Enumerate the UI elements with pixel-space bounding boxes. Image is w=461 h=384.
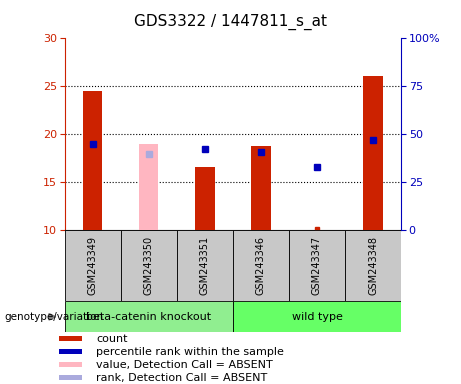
Bar (121, 230, 177, 301)
Bar (289, 230, 345, 301)
Text: wild type: wild type (291, 312, 343, 322)
Text: rank, Detection Call = ABSENT: rank, Detection Call = ABSENT (96, 372, 267, 382)
Text: percentile rank within the sample: percentile rank within the sample (96, 347, 284, 357)
Bar (345, 230, 401, 301)
Bar (251, 146, 271, 230)
Bar (195, 167, 214, 230)
Text: value, Detection Call = ABSENT: value, Detection Call = ABSENT (96, 359, 272, 369)
Text: GSM243347: GSM243347 (312, 237, 322, 295)
Text: GSM243348: GSM243348 (368, 237, 378, 295)
Text: count: count (96, 334, 127, 344)
Text: GSM243351: GSM243351 (200, 237, 210, 295)
Bar (177, 230, 233, 301)
Text: GSM243350: GSM243350 (144, 237, 154, 295)
Bar (59, 375, 82, 380)
Bar (233, 230, 289, 301)
Bar (65, 301, 233, 332)
Bar (59, 336, 82, 341)
Text: GSM243346: GSM243346 (256, 237, 266, 295)
Text: GSM243349: GSM243349 (88, 237, 98, 295)
Bar (59, 349, 82, 354)
Text: beta-catenin knockout: beta-catenin knockout (86, 312, 211, 322)
Text: GDS3322 / 1447811_s_at: GDS3322 / 1447811_s_at (134, 13, 327, 30)
Text: genotype/variation: genotype/variation (5, 312, 104, 322)
Bar (83, 91, 102, 230)
Bar (139, 144, 159, 230)
Bar (233, 301, 401, 332)
Bar (59, 362, 82, 367)
Bar (363, 76, 383, 230)
Bar (65, 230, 121, 301)
